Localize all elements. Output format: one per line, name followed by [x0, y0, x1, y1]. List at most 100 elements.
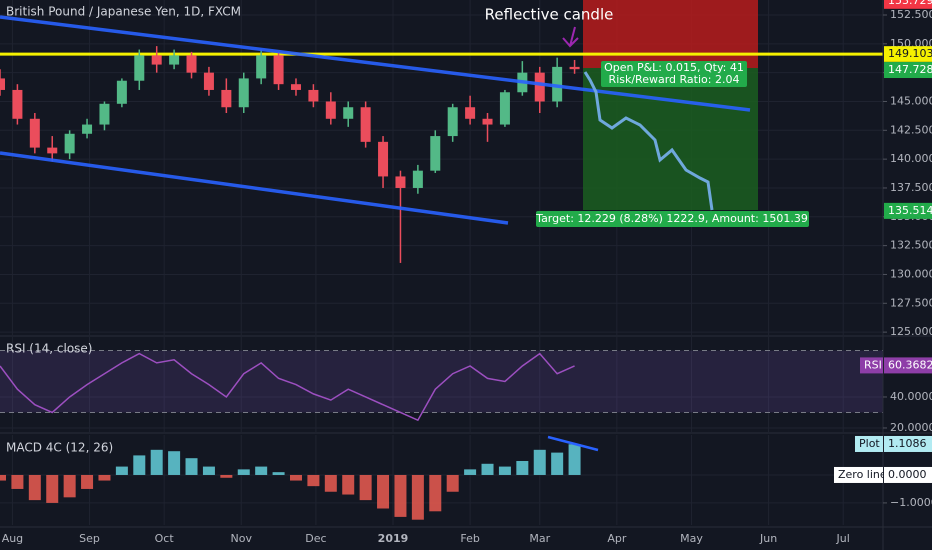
candle-body [256, 55, 267, 79]
price-tag-label: 1.1086 [888, 437, 927, 450]
price-tag [884, 0, 932, 9]
y-tick-label: 125.000 [890, 325, 932, 338]
candle-body [151, 55, 162, 65]
macd-bar [516, 460, 529, 475]
macd-bar [342, 474, 355, 495]
macd-bar [307, 474, 320, 487]
macd-bar [446, 474, 459, 492]
macd-trend-line [547, 435, 599, 452]
tag-name-box [855, 435, 883, 452]
x-tick-label: Aug [2, 532, 23, 545]
price-tag [884, 46, 932, 63]
candle-body [221, 89, 232, 108]
y-tick-label: 142.500 [890, 123, 932, 136]
candle-body [552, 66, 563, 102]
y-tick-label: 137.500 [890, 181, 932, 194]
macd-bar [150, 449, 163, 475]
candle-body [47, 147, 58, 154]
target-box [536, 211, 809, 227]
rsi-title: RSI (14, close) [6, 342, 92, 356]
macd-bar [411, 474, 424, 520]
macd-bar [498, 466, 511, 475]
macd-bar [28, 474, 41, 501]
price-tag-label: 147.728 [888, 63, 932, 76]
pnl-box [601, 61, 747, 87]
macd-bar [133, 455, 146, 475]
y-tick-label: 20.0000 [890, 421, 932, 434]
candle-body [499, 92, 510, 125]
candle-body [186, 55, 197, 73]
price-tag [884, 62, 932, 79]
macd-bar [168, 451, 181, 475]
macd-bar [220, 474, 233, 478]
tag-name-box [834, 466, 883, 483]
price-tag [884, 357, 932, 374]
y-tick-label: 130.000 [890, 267, 932, 280]
candle-body [273, 55, 284, 85]
candle-body [64, 133, 75, 154]
price-tag [884, 202, 932, 219]
price-tag-label: 149.103 [888, 47, 932, 60]
macd-bar [394, 474, 407, 517]
macd-bar [464, 469, 477, 475]
candle-body [378, 141, 389, 177]
candle-body [325, 101, 336, 119]
x-tick-label: Jun [759, 532, 777, 545]
macd-bar [324, 474, 337, 492]
macd-bar [359, 474, 372, 501]
macd-title: MACD 4C (12, 26) [6, 441, 113, 455]
macd-bar [429, 474, 442, 512]
candle-body [29, 118, 40, 148]
tag-name: RSI [864, 358, 882, 371]
macd-bar [289, 474, 302, 481]
x-tick-label: Jul [836, 532, 850, 545]
candle-body [116, 80, 127, 104]
trend-line [0, 151, 509, 225]
x-tick-label: Oct [155, 532, 175, 545]
candle-body [430, 136, 441, 171]
chart-title: British Pound / Japanese Yen, 1D, FXCM [6, 5, 241, 19]
macd-bar [63, 474, 76, 498]
y-tick-label: 127.500 [890, 296, 932, 309]
pnl-label: Open P&L: 0.015, Qty: 41 [604, 61, 744, 74]
macd-bar [551, 452, 564, 475]
y-tick-label: 152.500 [890, 8, 932, 21]
macd-bar [11, 474, 24, 489]
candle-body [134, 55, 145, 81]
candle-body [343, 107, 354, 119]
y-tick-label: 40.0000 [890, 390, 932, 403]
candle-body [308, 89, 319, 102]
candle-body [360, 107, 371, 142]
candle-body [447, 107, 458, 137]
candle-body [238, 78, 249, 108]
candle-body [569, 66, 580, 70]
candle-body [169, 55, 180, 65]
arrow [562, 26, 579, 48]
macd-bar [0, 474, 6, 481]
candle-body [203, 72, 214, 90]
y-tick-label: 132.500 [890, 239, 932, 252]
macd-bar [272, 472, 285, 475]
candle-body [290, 84, 301, 90]
target-zone [583, 68, 758, 210]
x-tick-label: May [680, 532, 703, 545]
candle-body [82, 124, 93, 134]
macd-bar [481, 463, 494, 475]
macd-bar [202, 466, 215, 475]
macd-bar [115, 466, 128, 475]
candle-body [12, 89, 23, 119]
candle-body [482, 118, 493, 125]
x-tick-label: Nov [231, 532, 253, 545]
tag-name: Zero line [838, 468, 887, 481]
price-tag [884, 435, 932, 452]
price-tag-label: 135.514 [888, 204, 932, 217]
candle-body [0, 78, 5, 90]
x-tick-label: Feb [460, 532, 479, 545]
price-tag-label: 153.729 [888, 0, 932, 7]
y-tick-label: 145.000 [890, 94, 932, 107]
candle-body [465, 107, 476, 119]
rsi-band [0, 350, 883, 413]
macd-bar [98, 474, 111, 481]
macd-bar [377, 474, 390, 509]
